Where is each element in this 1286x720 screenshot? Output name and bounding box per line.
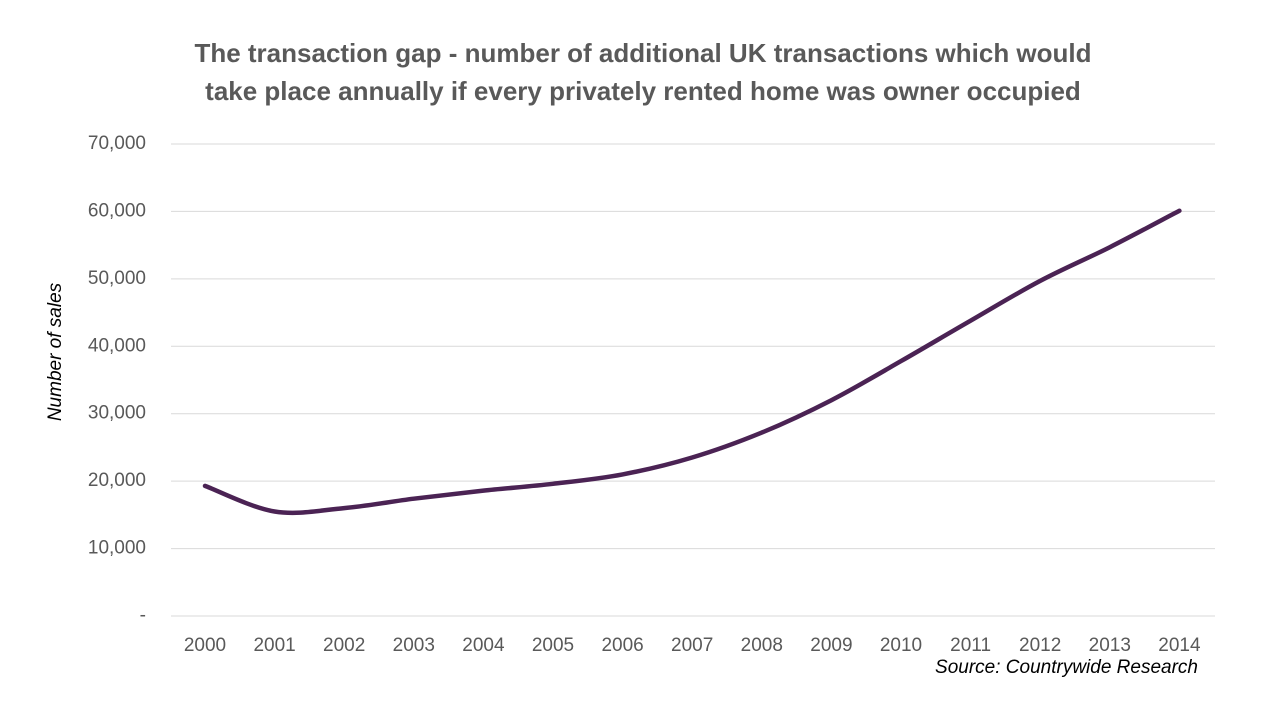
x-tick-label-2007: 2007 xyxy=(671,635,713,656)
y-tick-label-7: 70,000 xyxy=(88,133,146,154)
x-tick-label-2005: 2005 xyxy=(532,635,574,656)
data-point-2009 xyxy=(829,398,833,402)
data-point-2001 xyxy=(273,509,277,513)
y-tick-label-5: 50,000 xyxy=(88,268,146,289)
y-tick-label-1: 10,000 xyxy=(88,538,146,559)
x-tick-label-2009: 2009 xyxy=(810,635,852,656)
y-tick-label-0: - xyxy=(140,605,146,626)
source-note: Source: Countrywide Research xyxy=(935,657,1198,678)
data-point-2000 xyxy=(203,484,207,488)
data-point-2006 xyxy=(621,472,625,476)
data-point-2010 xyxy=(899,359,903,363)
data-point-2012 xyxy=(1038,279,1042,283)
data-point-2014 xyxy=(1177,209,1181,213)
x-tick-label-2001: 2001 xyxy=(253,635,295,656)
x-tick-label-2006: 2006 xyxy=(601,635,643,656)
data-point-2013 xyxy=(1108,245,1112,249)
chart-title-line-1: The transaction gap - number of addition… xyxy=(194,38,1092,68)
x-tick-label-2004: 2004 xyxy=(462,635,505,656)
y-tick-label-4: 40,000 xyxy=(88,335,146,356)
x-tick-label-2011: 2011 xyxy=(950,635,991,656)
x-tick-label-2008: 2008 xyxy=(741,635,783,656)
x-tick-label-2003: 2003 xyxy=(393,635,435,656)
y-tick-label-6: 60,000 xyxy=(88,200,146,221)
x-tick-label-2000: 2000 xyxy=(184,635,226,656)
data-point-2005 xyxy=(551,482,555,486)
x-tick-label-2012: 2012 xyxy=(1019,635,1061,656)
x-tick-label-2002: 2002 xyxy=(323,635,365,656)
y-tick-label-3: 30,000 xyxy=(88,403,146,424)
data-point-2011 xyxy=(969,319,973,323)
data-point-2008 xyxy=(760,431,764,435)
chart-title: The transaction gap - number of addition… xyxy=(0,34,1286,110)
y-axis-label: Number of sales xyxy=(45,282,66,421)
data-point-2004 xyxy=(481,489,485,493)
y-axis-ticks: - 10,000 20,000 30,000 40,000 50,000 60,000 70,… xyxy=(88,133,146,626)
chart-title-line-2: take place annually if every privately r… xyxy=(205,76,1081,106)
x-tick-label-2010: 2010 xyxy=(880,635,922,656)
x-tick-label-2013: 2013 xyxy=(1089,635,1131,656)
data-point-2007 xyxy=(690,456,694,460)
series-layer xyxy=(202,208,1182,516)
x-tick-label-2014: 2014 xyxy=(1158,635,1201,656)
x-axis-ticks: 2000 2001 2002 2003 2004 2005 2006 2007 2008 2009… xyxy=(184,635,1201,656)
series-line-0 xyxy=(202,208,1182,516)
gridlines xyxy=(171,143,1215,617)
y-tick-label-2: 20,000 xyxy=(88,470,146,491)
data-point-2003 xyxy=(412,497,416,501)
data-point-2002 xyxy=(342,506,346,510)
